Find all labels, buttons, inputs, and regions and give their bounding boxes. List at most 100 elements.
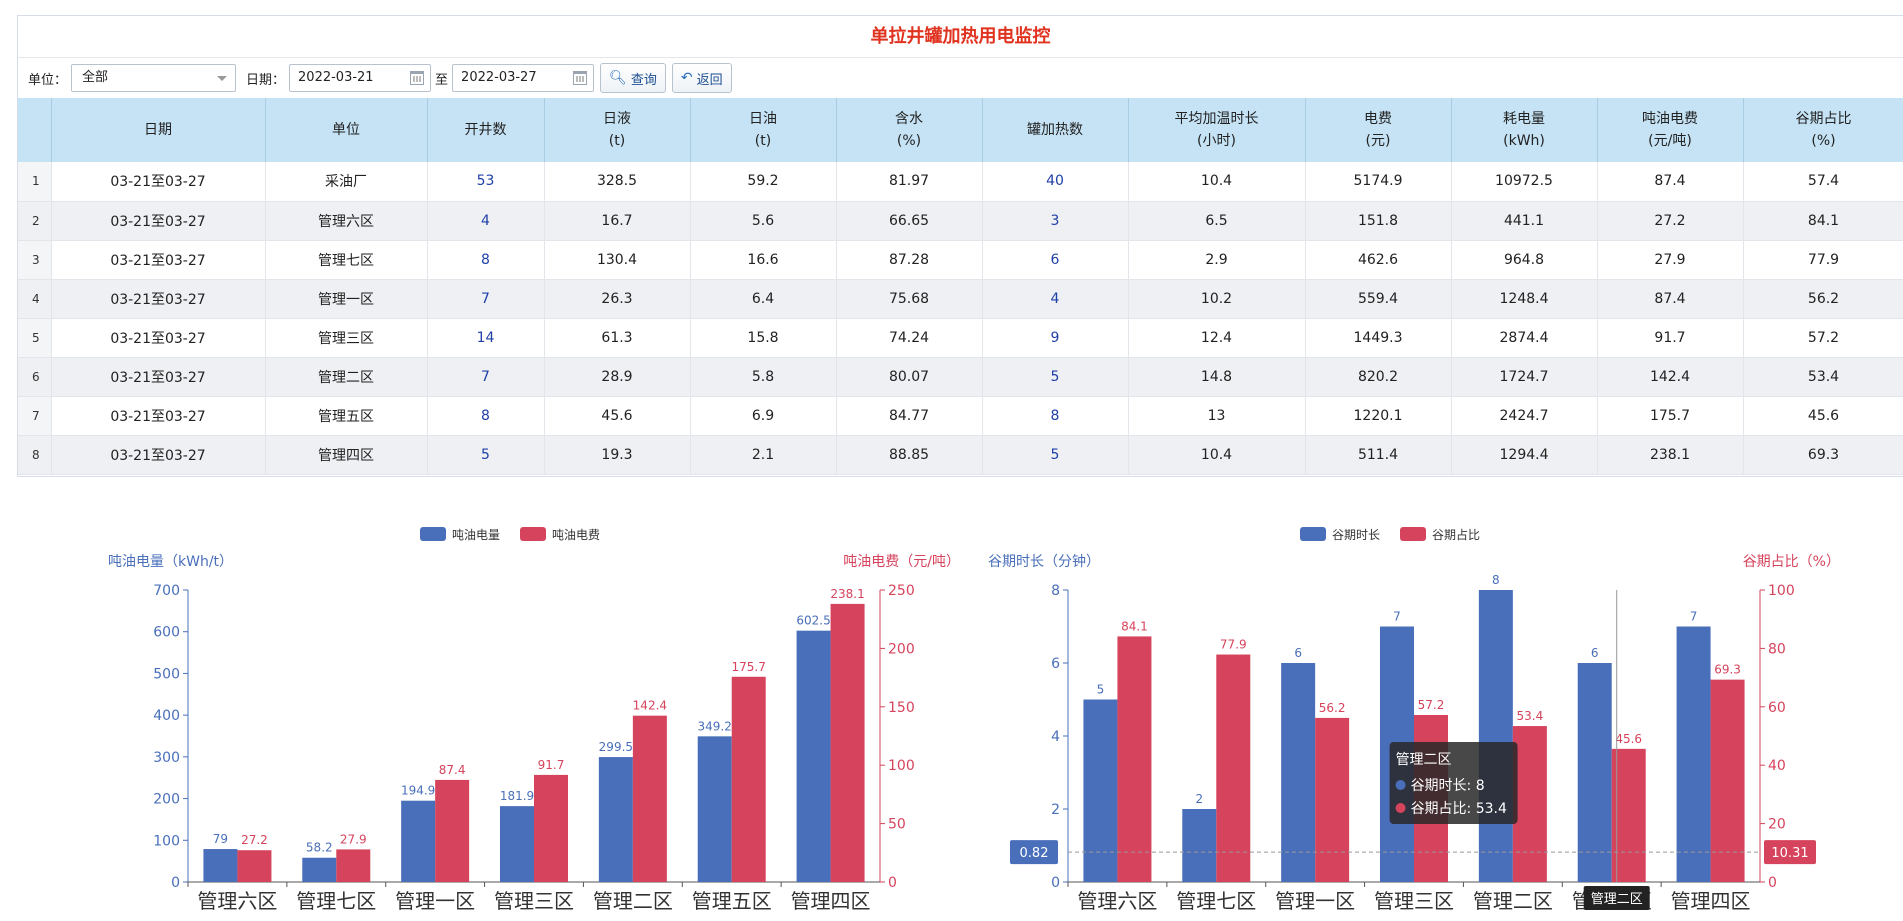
data-label: 6 — [1294, 646, 1302, 660]
table-cell[interactable]: 8 — [427, 396, 544, 435]
date-from-input[interactable]: 2022-03-21 — [289, 64, 431, 92]
bar-谷期占比 — [1117, 636, 1151, 882]
table-cell[interactable]: 7 — [427, 279, 544, 318]
back-button-label: 返回 — [697, 69, 723, 88]
data-label: 142.4 — [633, 699, 667, 713]
table-cell: 03-21至03-27 — [51, 240, 265, 279]
column-header[interactable]: 日期 — [51, 98, 265, 162]
date-separator: 至 — [435, 69, 448, 88]
data-label: 45.6 — [1615, 732, 1642, 746]
x-tick-label: 管理七区 — [1176, 889, 1256, 913]
data-label: 57.2 — [1418, 698, 1445, 712]
column-header[interactable]: 含水(%) — [836, 98, 982, 162]
y-tick-label-left: 0 — [1051, 875, 1060, 891]
table-cell[interactable]: 9 — [982, 318, 1128, 357]
column-header[interactable]: 吨油电费(元/吨) — [1597, 98, 1743, 162]
table-cell: 管理二区 — [265, 357, 427, 396]
table-cell[interactable]: 14 — [427, 318, 544, 357]
chart-svg: 谷期时长谷期占比谷期时长（分钟）谷期占比（%）02468020406080100… — [980, 510, 1860, 917]
table-cell: 87.4 — [1597, 162, 1743, 201]
column-header[interactable]: 日油(t) — [690, 98, 836, 162]
table-cell: 328.5 — [544, 162, 690, 201]
column-header[interactable]: 开井数 — [427, 98, 544, 162]
column-header[interactable] — [18, 98, 51, 162]
column-header[interactable]: 单位 — [265, 98, 427, 162]
row-number: 3 — [18, 240, 51, 279]
table-cell: 10.4 — [1128, 162, 1305, 201]
data-label: 349.2 — [698, 719, 732, 733]
table-cell[interactable]: 53 — [427, 162, 544, 201]
date-to-input[interactable]: 2022-03-27 — [452, 64, 594, 92]
x-tick-label: 管理六区 — [197, 889, 277, 913]
table-cell: 03-21至03-27 — [51, 318, 265, 357]
table-cell: 03-21至03-27 — [51, 201, 265, 240]
table-cell[interactable]: 5 — [982, 357, 1128, 396]
table-cell[interactable]: 3 — [982, 201, 1128, 240]
table-cell[interactable]: 5 — [982, 435, 1128, 474]
data-label: 181.9 — [500, 789, 534, 803]
crosshair-left-value: 0.82 — [1020, 846, 1049, 861]
y-tick-label-left: 0 — [171, 875, 180, 891]
data-label: 87.4 — [439, 763, 466, 777]
x-tick-label: 管理三区 — [494, 889, 574, 913]
column-header[interactable]: 耗电量(kWh) — [1451, 98, 1597, 162]
table-cell: 56.2 — [1743, 279, 1903, 318]
table-cell: 1294.4 — [1451, 435, 1597, 474]
table-cell[interactable]: 8 — [982, 396, 1128, 435]
table-cell: 559.4 — [1305, 279, 1451, 318]
data-label: 79 — [213, 832, 228, 846]
legend-swatch — [1400, 527, 1426, 541]
data-label: 8 — [1492, 573, 1500, 587]
row-number: 1 — [18, 162, 51, 201]
table-cell: 16.6 — [690, 240, 836, 279]
table-cell[interactable]: 4 — [427, 201, 544, 240]
table-cell: 69.3 — [1743, 435, 1903, 474]
y-tick-label-right: 200 — [888, 641, 915, 657]
column-header[interactable]: 谷期占比(%) — [1743, 98, 1903, 162]
table-cell: 28.9 — [544, 357, 690, 396]
column-header-unit: (%) — [837, 130, 982, 152]
table-cell: 74.24 — [836, 318, 982, 357]
legend-swatch — [420, 527, 446, 541]
data-label: 56.2 — [1319, 701, 1346, 715]
date-to-value: 2022-03-27 — [461, 70, 537, 85]
table-cell[interactable]: 8 — [427, 240, 544, 279]
table-cell: 03-21至03-27 — [51, 162, 265, 201]
row-number: 2 — [18, 201, 51, 240]
y-axis-right-title: 谷期占比（%） — [1743, 554, 1840, 570]
back-button[interactable]: ↶ 返回 — [672, 63, 732, 93]
tooltip-marker — [1396, 780, 1406, 790]
data-label: 27.9 — [340, 832, 367, 846]
column-header[interactable]: 电费(元) — [1305, 98, 1451, 162]
table-cell[interactable]: 6 — [982, 240, 1128, 279]
calendar-icon[interactable] — [573, 71, 587, 85]
bar-吨油电费 — [633, 716, 667, 882]
table-cell: 91.7 — [1597, 318, 1743, 357]
table-cell: 511.4 — [1305, 435, 1451, 474]
table-cell: 964.8 — [1451, 240, 1597, 279]
column-header[interactable]: 罐加热数 — [982, 98, 1128, 162]
unit-select[interactable]: 全部 — [71, 64, 236, 92]
table-cell[interactable]: 7 — [427, 357, 544, 396]
table-cell: 81.97 — [836, 162, 982, 201]
column-header[interactable]: 平均加温时长(小时) — [1128, 98, 1305, 162]
table-cell[interactable]: 5 — [427, 435, 544, 474]
table-cell: 5.8 — [690, 357, 836, 396]
table-cell[interactable]: 4 — [982, 279, 1128, 318]
column-header[interactable]: 日液(t) — [544, 98, 690, 162]
bar-吨油电费 — [435, 780, 469, 882]
calendar-icon[interactable] — [410, 71, 424, 85]
table-cell: 2.9 — [1128, 240, 1305, 279]
query-button[interactable]: 🔍︎ 查询 — [600, 63, 666, 93]
x-tick-label: 管理一区 — [1275, 889, 1355, 913]
title-bar: 单拉井罐加热用电监控 — [18, 16, 1903, 58]
table-cell[interactable]: 40 — [982, 162, 1128, 201]
